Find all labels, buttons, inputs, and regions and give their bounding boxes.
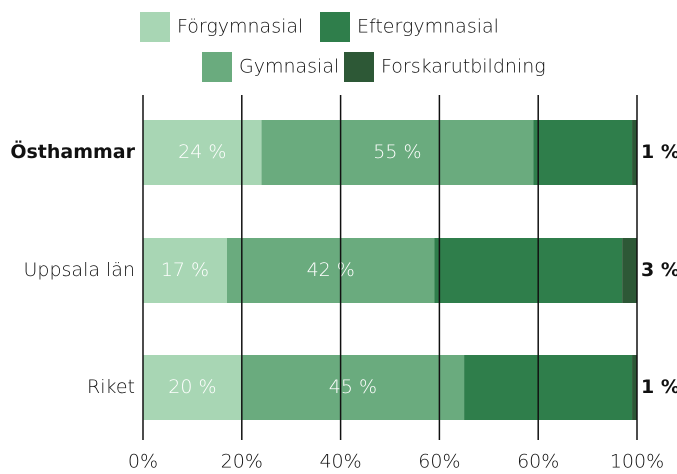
- y-tick-label: Östhammar: [10, 139, 135, 163]
- data-label: 1 %: [641, 376, 677, 398]
- legend-swatch: [344, 52, 374, 82]
- legend-label: Forskarutbildning: [381, 56, 546, 78]
- legend-swatch: [140, 12, 170, 42]
- data-label: 17 %: [161, 259, 209, 281]
- data-label: 1 %: [641, 141, 677, 163]
- data-label: 20 %: [168, 376, 216, 398]
- legend-label: Eftergymnasial: [357, 16, 499, 38]
- y-tick-label: Uppsala län: [24, 259, 136, 281]
- legend-label: Förgymnasial: [177, 16, 303, 38]
- bar-segment: [226, 238, 435, 303]
- x-tick-label: 20%: [221, 451, 263, 473]
- bar-segment: [632, 355, 637, 420]
- legend-label: Gymnasial: [239, 56, 339, 78]
- data-label: 45 %: [329, 376, 377, 398]
- bar-segment: [533, 120, 633, 185]
- y-tick-label: Riket: [87, 376, 135, 398]
- bar-segment: [464, 355, 633, 420]
- bar-segment: [632, 120, 637, 185]
- x-tick-label: 100%: [610, 451, 664, 473]
- legend-swatch: [320, 12, 350, 42]
- bar-segment: [622, 238, 637, 303]
- x-tick-label: 60%: [517, 451, 559, 473]
- data-label: 24 %: [178, 141, 226, 163]
- bar-segment: [241, 355, 465, 420]
- bar-segment: [434, 238, 623, 303]
- legend-swatch: [202, 52, 232, 82]
- x-tick-label: 60%: [418, 451, 460, 473]
- x-tick-label: 40%: [319, 451, 361, 473]
- bar-segment: [261, 120, 534, 185]
- bar-segment: [143, 355, 242, 420]
- data-label: 42 %: [307, 259, 355, 281]
- data-label: 55 %: [373, 141, 421, 163]
- data-label: 3 %: [641, 259, 677, 281]
- x-tick-label: 0%: [128, 451, 158, 473]
- bar-segment: [143, 238, 227, 303]
